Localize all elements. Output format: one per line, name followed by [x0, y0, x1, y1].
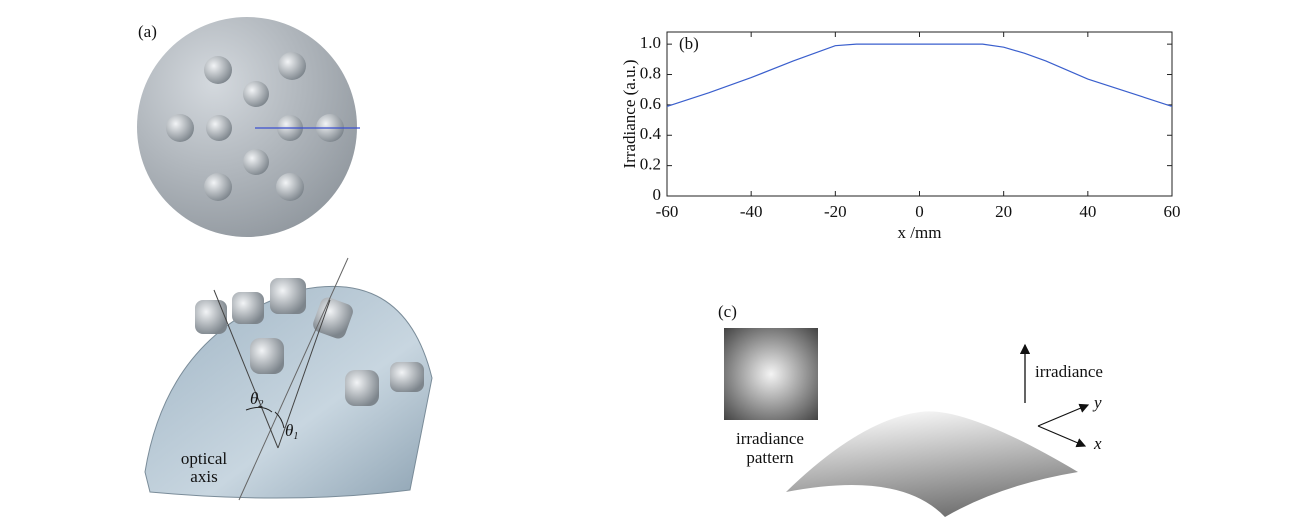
y-tick-label: 0.6 [640, 94, 661, 113]
y-tick-label: 1.0 [640, 33, 661, 52]
arrow-label: irradiance [1035, 362, 1103, 381]
y-axis-label: Irradiance (a.u.) [620, 59, 639, 168]
panel-label: (c) [718, 302, 737, 321]
panel-label: (b) [679, 34, 699, 53]
y-tick-label: 0.2 [640, 155, 661, 174]
x-tick-label: 20 [995, 202, 1012, 221]
top-view [137, 17, 360, 237]
chart: -60 -40 -20 0 20 40 60 0 0.2 0.4 0.6 0.8 1.0 x /mm Irr… [620, 32, 1181, 242]
irradiance-pattern [724, 328, 818, 420]
subscript: 2 [258, 399, 263, 410]
symbol: θ [285, 421, 293, 440]
caption-line: irradiance [736, 429, 804, 448]
axis-label: y [1092, 393, 1102, 412]
x-tick-label: 60 [1164, 202, 1181, 221]
axis-label: x [1093, 434, 1102, 453]
x-tick-label: -60 [656, 202, 679, 221]
arrow [1038, 426, 1085, 446]
symbol: θ [250, 389, 258, 408]
caption-line: optical [181, 449, 228, 468]
data-line [667, 44, 1172, 106]
y-tick-label: 0.4 [640, 124, 662, 143]
arrow [1038, 405, 1088, 426]
figure: (a) θ2 θ1 optical axis (c) irradiance pa… [0, 0, 1294, 523]
x-axis-label: x /mm [898, 223, 942, 242]
panel-label: (a) [138, 22, 157, 41]
x-tick-label: 0 [915, 202, 924, 221]
caption-line: axis [190, 467, 217, 486]
x-tick-label: -40 [740, 202, 763, 221]
irradiance-surface [786, 411, 1078, 517]
subscript: 1 [293, 431, 298, 442]
caption-line: pattern [746, 448, 794, 467]
y-tick-label: 0 [653, 185, 662, 204]
y-tick-label: 0.8 [640, 63, 661, 82]
plot-frame [667, 32, 1172, 196]
x-tick-label: 40 [1079, 202, 1096, 221]
x-tick-label: -20 [824, 202, 847, 221]
